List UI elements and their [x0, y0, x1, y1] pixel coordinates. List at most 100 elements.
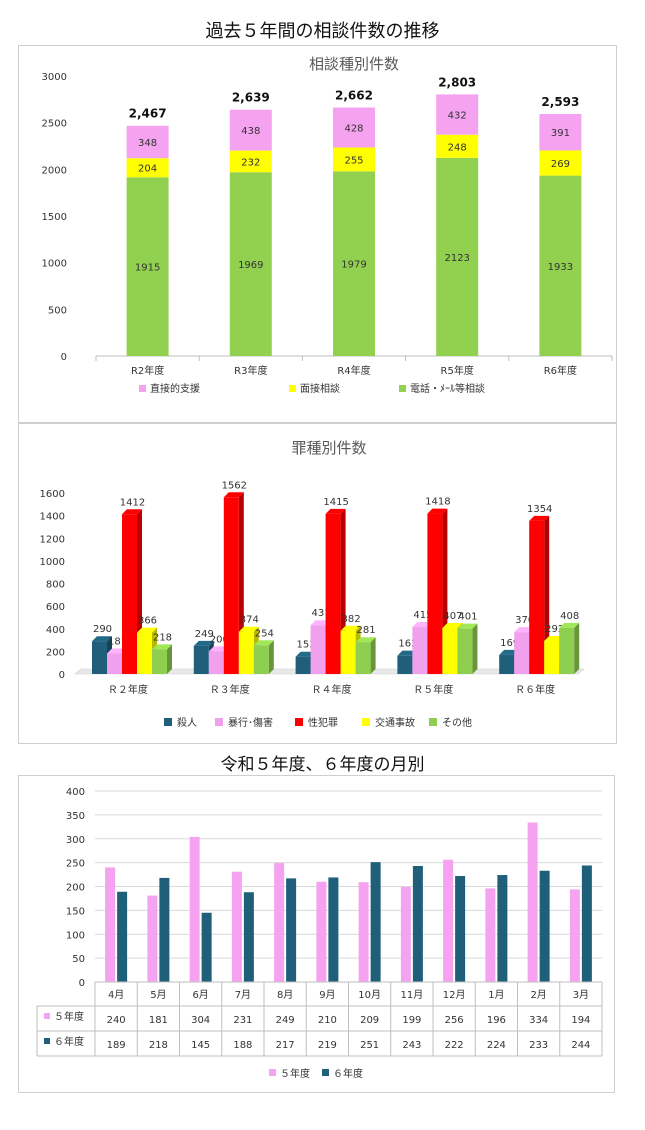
bar-front [442, 627, 458, 674]
bar [412, 865, 423, 982]
bar-top [122, 509, 142, 515]
y-tick-label: 800 [46, 580, 65, 591]
bar-front [253, 645, 269, 674]
bar-side [544, 515, 550, 674]
chart-title: 相談種別件数 [309, 55, 399, 73]
bar-front [295, 656, 311, 674]
table-cell: 209 [360, 1015, 379, 1026]
bar-top [559, 622, 580, 628]
table-row-label: ５年度 [54, 1010, 84, 1023]
bar-segment [539, 150, 582, 176]
legend-swatch [269, 1069, 276, 1076]
bar [147, 895, 158, 982]
bar-top [223, 492, 244, 498]
legend-swatch [362, 718, 370, 726]
x-tick-label: 12月 [443, 989, 466, 1001]
bar [231, 871, 242, 982]
x-tick-label: R3年度 [234, 364, 267, 377]
legend-label: 性犯罪 [308, 716, 338, 729]
x-tick-label: 11月 [401, 989, 424, 1001]
table-cell: 231 [233, 1015, 252, 1026]
table-legend-swatch [44, 1038, 50, 1044]
data-label: 1354 [527, 504, 552, 515]
bar-top [355, 637, 376, 643]
table-cell: 181 [149, 1015, 168, 1026]
bar-side [574, 622, 580, 674]
legend-swatch [139, 385, 146, 392]
x-tick-label: Ｒ３年度 [210, 683, 250, 696]
y-tick-label: 600 [46, 602, 65, 613]
bar-segment [126, 158, 169, 178]
bar-front [107, 653, 122, 674]
bar [581, 865, 592, 982]
bar [400, 886, 411, 982]
bar-top [193, 640, 214, 646]
data-label: 415 [413, 610, 432, 621]
bar [201, 912, 212, 982]
total-label: 2,803 [438, 75, 476, 89]
y-tick-label: 0 [59, 670, 65, 681]
data-label: 382 [342, 614, 361, 625]
y-tick-label: 50 [72, 954, 85, 965]
bar-side [370, 637, 376, 674]
bar [328, 877, 339, 982]
chart-monthly: 0 50 100 150 200 250 300 350 400 4月 240 189 5月 181 218… [36, 787, 603, 1080]
bar-segment [436, 94, 479, 135]
data-label: 432 [448, 111, 467, 122]
legend-label: 殺人 [177, 716, 197, 729]
data-label: 1562 [222, 480, 247, 491]
x-tick-label: 5月 [150, 989, 166, 1001]
bar-segment [333, 107, 375, 148]
data-label: 1933 [548, 262, 573, 273]
legend-swatch [322, 1069, 329, 1076]
total-label: 2,467 [129, 107, 167, 121]
bar [286, 878, 297, 982]
x-tick-label: Ｒ５年度 [413, 683, 453, 696]
bar-front [310, 625, 326, 674]
chart-crime-types: 罪種別件数 0 200 400 600 800 1000 1200 1400 1600 290 181… [40, 439, 585, 729]
data-label: 431 [312, 608, 331, 619]
bar-top [137, 627, 157, 633]
bar-front [514, 632, 530, 674]
legend-label: 暴行･傷害 [228, 716, 273, 729]
bar [358, 882, 369, 982]
x-tick-label: R2年度 [131, 364, 164, 377]
x-tick-label: Ｒ２年度 [108, 683, 148, 696]
legend-label: 直接的支援 [150, 382, 200, 395]
bar-front [412, 627, 428, 674]
y-tick-label: 200 [46, 647, 65, 658]
bar-segment [436, 134, 479, 158]
total-label: 2,593 [541, 95, 579, 109]
bar-front [544, 640, 560, 674]
table-cell: 251 [360, 1040, 379, 1051]
bar [497, 875, 508, 982]
table-cell: 243 [402, 1040, 421, 1051]
data-label: 366 [138, 616, 157, 627]
chart-consultation-types-panel: 相談種別件数 0 500 1000 1500 2000 2500 3000 1915 204 348… [18, 45, 617, 423]
bar-top [152, 644, 172, 650]
data-label: 391 [551, 128, 570, 139]
bar-front [355, 642, 371, 674]
bar [527, 822, 538, 982]
y-tick-label: 400 [66, 787, 85, 798]
bar [455, 875, 466, 982]
table-cell: 145 [191, 1040, 210, 1051]
data-label: 290 [93, 624, 112, 635]
table-cell: 194 [571, 1015, 590, 1026]
bar-front [152, 649, 167, 674]
table-cell: 249 [276, 1015, 295, 1026]
bar-segment [126, 125, 169, 159]
bar-segment [436, 157, 479, 356]
x-tick-label: Ｒ６年度 [515, 683, 555, 696]
data-label: 1969 [238, 260, 263, 271]
bar [189, 836, 200, 982]
data-label: 169 [500, 638, 519, 649]
table-legend-swatch [44, 1013, 50, 1019]
bar [443, 859, 454, 982]
chart-consultation-types: 相談種別件数 0 500 1000 1500 2000 2500 3000 1915 204 348… [42, 55, 613, 395]
table-cell: 189 [107, 1040, 126, 1051]
bar-segment [229, 109, 272, 151]
data-label: 232 [241, 157, 260, 168]
legend-label: 面接相談 [300, 382, 340, 395]
data-label: 1418 [425, 497, 450, 508]
